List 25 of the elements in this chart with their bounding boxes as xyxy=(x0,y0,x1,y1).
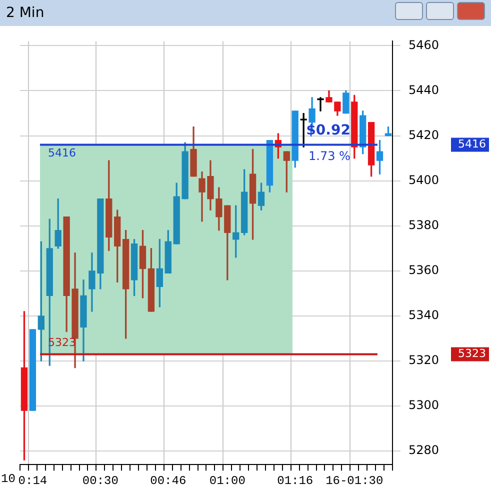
y-tick-label: 5400 xyxy=(408,172,440,187)
x-tick-label: 01:00 xyxy=(209,474,246,488)
text: 10 xyxy=(1,472,16,486)
x-tick-label: 0:14 xyxy=(18,474,48,488)
candlestick xyxy=(317,97,324,112)
y-tick-label: 5460 xyxy=(408,38,440,52)
x-tick-label: 01:16 xyxy=(277,474,314,488)
x-tick-label: 00:30 xyxy=(82,474,118,488)
x-tick-label: 16-01:30 xyxy=(326,474,384,488)
text: 5416 xyxy=(458,138,486,151)
y-tick-label: 5320 xyxy=(408,353,440,368)
y-tick-label: 5280 xyxy=(408,443,440,458)
x-tick-label: 00:46 xyxy=(150,474,186,488)
y-tick-label: 5440 xyxy=(408,82,440,97)
y-tick-label: 5380 xyxy=(408,218,440,232)
candlestick xyxy=(300,112,307,148)
ref-line-label: 5416 xyxy=(48,146,76,160)
y-tick-label: 5340 xyxy=(408,308,440,322)
text: 5323 xyxy=(458,347,486,360)
y-tick-label: 5360 xyxy=(408,263,440,278)
y-tick-label: 5300 xyxy=(408,398,440,412)
annotation: 1.73 % xyxy=(308,148,350,163)
y-tick-label: 5420 xyxy=(408,128,440,142)
annotation: $0.92 xyxy=(306,122,350,138)
chart-title: 2 Min xyxy=(6,5,44,21)
